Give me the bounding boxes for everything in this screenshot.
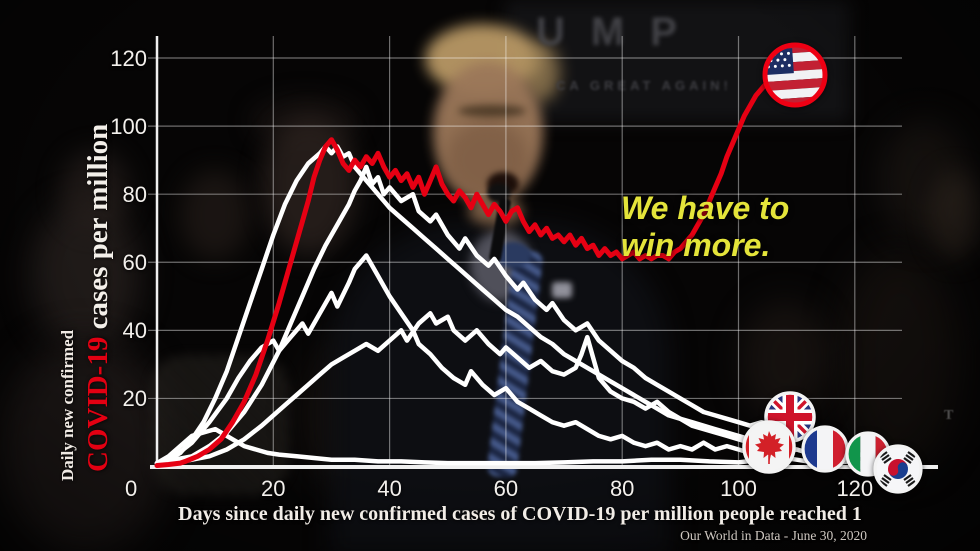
canada-flag-icon [741, 420, 796, 475]
y-axis-label-small: Daily new confirmed [58, 329, 77, 481]
x-tick-label: 20 [261, 476, 286, 501]
south-korea-flag-icon [873, 443, 923, 494]
x-tick-label: 80 [609, 476, 635, 501]
y-tick-label: 0 [125, 476, 138, 501]
france-flag-icon [800, 425, 849, 474]
attribution-text: Our World in Data - June 30, 2020 [680, 528, 867, 543]
y-tick-label: 60 [122, 250, 147, 276]
series-line-united-states [154, 72, 782, 468]
series-line-canada [154, 311, 770, 468]
series-line-italy [154, 144, 869, 466]
y-tick-label: 100 [110, 114, 147, 140]
y-tick-label: 120 [110, 46, 147, 72]
series-line-united-kingdom [154, 164, 788, 466]
y-axis-label-covid: COVID-19 [82, 336, 114, 472]
x-tick-label: 60 [493, 476, 519, 501]
x-axis-label: Days since daily new confirmed cases of … [178, 503, 862, 525]
y-tick-label: 20 [122, 386, 147, 412]
quote-annotation: We have to win more. [621, 190, 789, 264]
quote-line-1: We have to [621, 190, 790, 226]
x-tick-label: 40 [377, 476, 402, 501]
y-axis-label-main: COVID-19 cases per million [82, 124, 115, 472]
x-tick-label: 100 [720, 476, 757, 501]
italy-flag-icon [844, 430, 891, 477]
y-tick-label: 80 [122, 182, 147, 208]
x-tick-label: 120 [836, 476, 874, 501]
y-axis-label-cases: cases per million [82, 123, 114, 337]
series-line-france [154, 253, 823, 466]
y-tick-label: 40 [122, 318, 147, 344]
quote-line-2: win more. [621, 227, 771, 263]
us-flag-icon [762, 42, 828, 108]
